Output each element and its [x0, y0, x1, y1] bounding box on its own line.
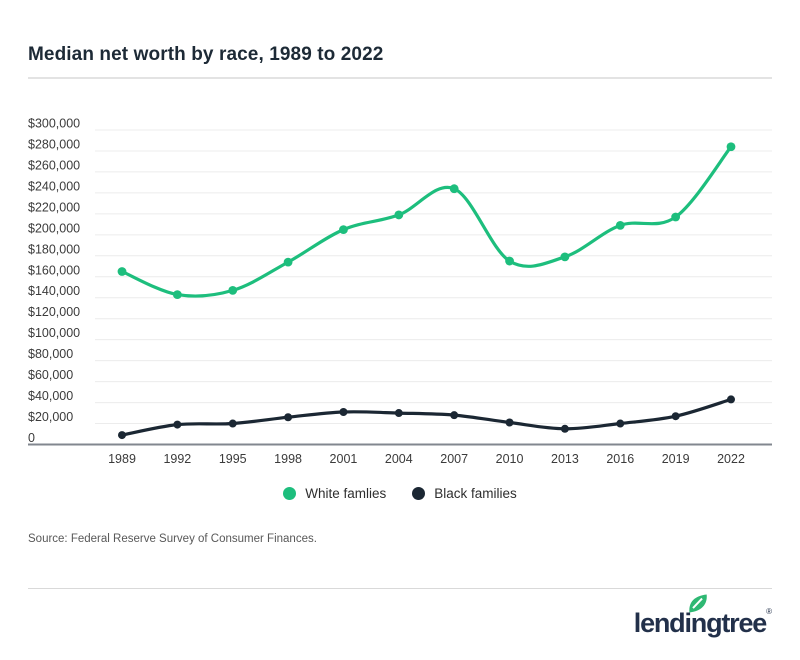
registered-mark: ®: [766, 607, 772, 616]
data-point-black-families: [560, 424, 569, 433]
y-tick-label: $260,000: [28, 158, 80, 172]
legend-label-white-families: White famlies: [305, 486, 387, 501]
data-point-black-families: [505, 418, 514, 427]
data-point-black-families: [173, 420, 182, 429]
data-point-black-families: [228, 419, 237, 428]
x-tick-label: 2007: [440, 452, 468, 466]
y-tick-label: $100,000: [28, 326, 80, 340]
series-line-black-families: [120, 397, 733, 437]
y-tick-label: $40,000: [28, 389, 73, 403]
y-tick-label: $120,000: [28, 305, 80, 319]
data-point-white-families: [560, 252, 570, 262]
x-tick-label: 1998: [274, 452, 302, 466]
y-tick-label: $160,000: [28, 263, 80, 277]
series-line-white-families: [120, 145, 733, 298]
y-tick-label: $140,000: [28, 284, 80, 298]
x-tick-label: 2013: [551, 452, 579, 466]
data-point-black-families: [616, 419, 625, 428]
data-point-black-families: [394, 409, 403, 418]
chart-legend: White famlies Black families: [0, 486, 800, 501]
x-tick-label: 2016: [606, 452, 634, 466]
x-tick-label: 2010: [496, 452, 524, 466]
chart-title: Median net worth by race, 1989 to 2022: [28, 44, 384, 65]
data-point-white-families: [726, 142, 736, 152]
data-point-white-families: [117, 267, 127, 276]
footer-divider: [28, 588, 772, 589]
y-tick-label: $300,000: [28, 117, 80, 131]
y-tick-label: $180,000: [28, 242, 80, 256]
title-divider: [28, 77, 772, 79]
data-point-white-families: [172, 290, 182, 299]
data-point-black-families: [671, 412, 680, 421]
legend-item-black-families: Black families: [412, 486, 517, 501]
x-tick-label: 2004: [385, 452, 413, 466]
logo-text: lendingtree®: [633, 607, 772, 638]
net-worth-line-chart: $300,000 $280,000 $260,000 $240,000 $220,000…: [28, 117, 772, 466]
data-point-white-families: [283, 257, 293, 267]
lendingtree-logo: lendingtree®: [634, 593, 772, 645]
white-families-dot-icon: [283, 487, 297, 500]
black-families-dot-icon: [412, 487, 426, 500]
source-text: Source: Federal Reserve Survey of Consum…: [28, 533, 317, 545]
data-point-white-families: [394, 210, 404, 220]
legend-label-black-families: Black families: [434, 486, 517, 501]
x-tick-label: 2001: [330, 452, 358, 466]
x-tick-label: 2019: [662, 452, 690, 466]
data-point-black-families: [727, 395, 735, 404]
y-tick-label: $200,000: [28, 221, 80, 235]
data-point-white-families: [449, 184, 459, 194]
x-tick-label: 1989: [108, 452, 136, 466]
y-tick-label: $240,000: [28, 179, 80, 193]
data-point-black-families: [339, 408, 348, 417]
y-tick-label: $220,000: [28, 200, 80, 214]
y-tick-label: $80,000: [28, 347, 73, 361]
x-tick-label: 1992: [163, 452, 191, 466]
y-tick-label: 0: [28, 431, 35, 445]
legend-item-white-families: White famlies: [283, 486, 386, 501]
y-tick-label: $280,000: [28, 137, 80, 151]
leaf-icon: [689, 594, 707, 613]
data-point-white-families: [671, 212, 681, 222]
data-point-white-families: [339, 225, 348, 234]
y-tick-label: $20,000: [28, 410, 73, 424]
data-point-black-families: [118, 431, 126, 440]
data-point-black-families: [450, 411, 459, 420]
data-point-white-families: [228, 285, 238, 295]
data-point-white-families: [615, 220, 625, 230]
data-point-white-families: [505, 256, 514, 266]
x-tick-label: 1995: [219, 452, 247, 466]
data-point-black-families: [284, 413, 293, 422]
x-tick-label: 2022: [717, 452, 745, 466]
y-tick-label: $60,000: [28, 368, 73, 382]
